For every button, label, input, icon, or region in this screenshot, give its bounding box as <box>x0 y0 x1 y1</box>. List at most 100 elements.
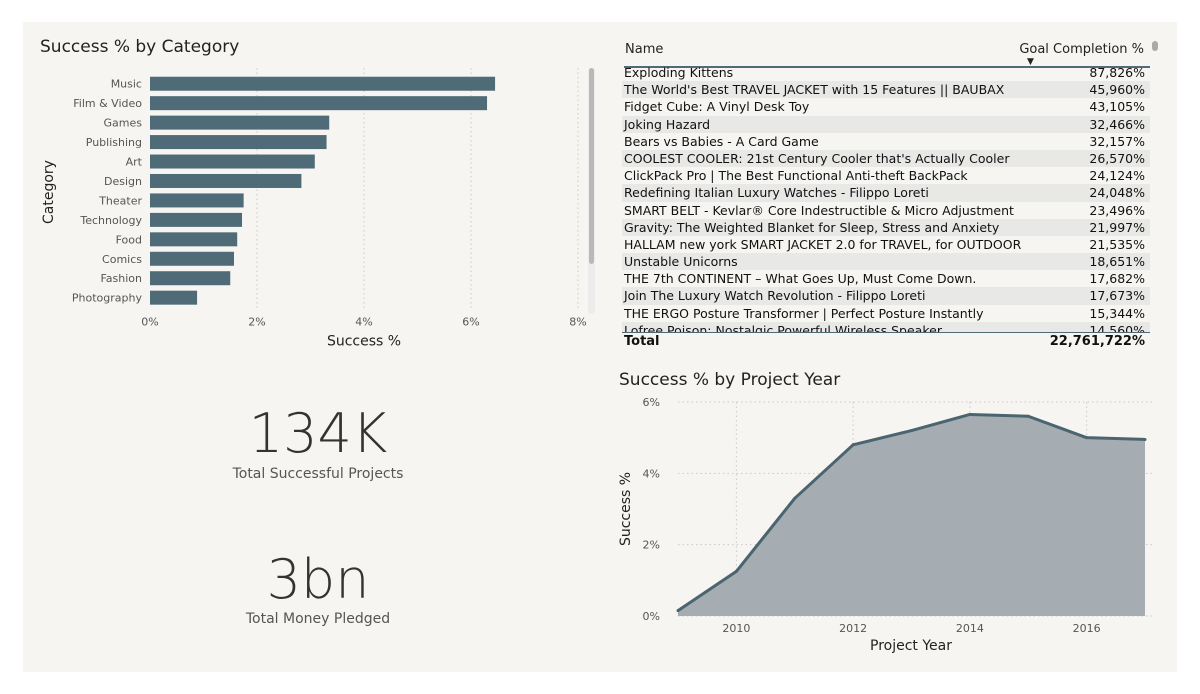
table-row[interactable]: ClickPack Pro | The Best Functional Anti… <box>622 167 1150 184</box>
kpi-successful-projects-label: Total Successful Projects <box>232 466 404 482</box>
y-tick-label: 2% <box>643 539 660 552</box>
x-tick-label: 2010 <box>722 622 750 635</box>
bar <box>150 96 488 111</box>
x-tick-label: 0% <box>141 315 158 328</box>
kpi-successful-projects-value: 134K <box>248 402 388 465</box>
bar <box>150 76 496 91</box>
cell-name: Joking Hazard <box>624 116 711 132</box>
bar <box>150 115 330 130</box>
table-row[interactable]: SMART BELT - Kevlar® Core Indestructible… <box>622 202 1150 219</box>
table-row[interactable]: HALLAM new york SMART JACKET 2.0 for TRA… <box>622 236 1150 253</box>
cell-goal-completion: 23,496% <box>1089 202 1145 218</box>
data-point <box>851 443 855 447</box>
cell-name: ClickPack Pro | The Best Functional Anti… <box>624 168 968 184</box>
cell-name: Unstable Unicorns <box>624 254 738 270</box>
cell-goal-completion: 18,651% <box>1089 254 1145 270</box>
y-tick-label: Games <box>104 117 143 130</box>
data-point <box>793 496 797 500</box>
cell-goal-completion: 21,535% <box>1089 236 1145 252</box>
cell-name: Redefining Italian Luxury Watches - Fili… <box>624 185 929 201</box>
y-tick-label: 6% <box>643 396 660 409</box>
area-fill <box>678 414 1145 616</box>
sort-descending-icon[interactable]: ▼ <box>1027 57 1034 67</box>
cell-name: THE 7th CONTINENT – What Goes Up, Must C… <box>624 271 977 287</box>
table-row[interactable]: COOLEST COOLER: 21st Century Cooler that… <box>622 149 1150 168</box>
column-header-name[interactable]: Name <box>625 42 664 57</box>
kpi-money-pledged-value: 3bn <box>266 548 370 611</box>
table-row[interactable]: The World's Best TRAVEL JACKET with 15 F… <box>622 81 1150 99</box>
cell-name: Bears vs Babies - A Card Game <box>624 133 819 149</box>
x-tick-label: 2012 <box>839 622 867 635</box>
table-row[interactable]: Unstable Unicorns 18,651% <box>622 253 1150 271</box>
table-row[interactable]: Redefining Italian Luxury Watches - Fili… <box>622 184 1150 202</box>
table-row[interactable]: Fidget Cube: A Vinyl Desk Toy 43,105% <box>622 98 1150 115</box>
data-point <box>968 412 972 416</box>
cell-name: Exploding Kittens <box>624 65 734 80</box>
bar <box>150 173 302 188</box>
cell-name: THE ERGO Posture Transformer | Perfect P… <box>624 305 984 321</box>
data-point <box>1085 436 1089 440</box>
table-row[interactable]: Joking Hazard 32,466% <box>622 115 1150 133</box>
y-tick-label: Music <box>111 78 142 91</box>
table-row[interactable]: Gravity: The Weighted Blanket for Sleep,… <box>622 218 1150 236</box>
y-tick-label: Technology <box>79 214 142 227</box>
cell-goal-completion: 32,466% <box>1089 116 1145 132</box>
data-point <box>910 429 913 433</box>
bar <box>150 135 327 150</box>
cell-name: HALLAM new york SMART JACKET 2.0 for TRA… <box>624 236 1022 252</box>
table-row[interactable]: Lofree Poison: Nostalgic Powerful Wirele… <box>622 321 1150 332</box>
bar <box>150 290 198 305</box>
cell-goal-completion: 43,105% <box>1089 99 1145 115</box>
x-axis-title: Project Year <box>870 638 952 654</box>
table-row[interactable]: Join The Luxury Watch Revolution - Filip… <box>622 287 1150 305</box>
y-tick-label: 4% <box>643 467 660 480</box>
x-tick-label: 2016 <box>1073 622 1101 635</box>
y-tick-label: Theater <box>98 194 142 207</box>
cell-name: COOLEST COOLER: 21st Century Cooler that… <box>624 150 1010 166</box>
cell-goal-completion: 21,997% <box>1089 219 1145 235</box>
bar <box>150 193 244 208</box>
y-tick-label: 0% <box>643 610 660 623</box>
y-axis-title: Category <box>41 160 57 224</box>
cell-goal-completion: 32,157% <box>1089 133 1145 149</box>
cell-goal-completion: 17,673% <box>1089 288 1145 304</box>
column-header-goal-completion[interactable]: Goal Completion % <box>1019 42 1144 57</box>
x-tick-label: 4% <box>355 315 372 328</box>
cell-name: Join The Luxury Watch Revolution - Filip… <box>624 288 926 304</box>
table-row[interactable]: Exploding Kittens 87,826% <box>622 64 1150 81</box>
y-tick-label: Art <box>126 156 143 169</box>
table-row[interactable]: Bears vs Babies - A Card Game 32,157% <box>622 133 1150 150</box>
data-point <box>1026 414 1030 418</box>
year-area-chart: 0% 2% 4% 6% 2010 2012 2014 2016 Project Year Succ… <box>618 396 1155 654</box>
cell-goal-completion: 24,124% <box>1089 168 1145 184</box>
x-tick-label: 8% <box>569 315 586 328</box>
total-label: Total <box>624 334 660 349</box>
cell-goal-completion: 26,570% <box>1089 150 1145 166</box>
bar <box>150 232 238 247</box>
cell-goal-completion: 17,682% <box>1089 271 1145 287</box>
cell-goal-completion: 15,344% <box>1089 305 1145 321</box>
bar <box>150 271 231 286</box>
table-scrollbar[interactable] <box>1152 41 1158 51</box>
cell-goal-completion: 14,560% <box>1089 322 1145 332</box>
table-body: Exploding Kittens 87,826% The World's Best… <box>622 64 1150 332</box>
cell-goal-completion: 24,048% <box>1089 185 1145 201</box>
bar-chart-title: Success % by Category <box>40 37 240 57</box>
bar <box>150 154 315 169</box>
y-tick-label: Film & Video <box>73 97 142 110</box>
x-tick-label: 2014 <box>956 622 984 635</box>
table-row[interactable]: THE ERGO Posture Transformer | Perfect P… <box>622 305 1150 322</box>
cell-name: Lofree Poison: Nostalgic Powerful Wirele… <box>624 322 942 332</box>
y-tick-label: Photography <box>72 292 143 305</box>
cell-name: The World's Best TRAVEL JACKET with 15 F… <box>624 82 1005 98</box>
kpi-money-pledged-label: Total Money Pledged <box>245 611 391 627</box>
table-total-row: Total 22,761,722% <box>622 332 1150 351</box>
cell-goal-completion: 45,960% <box>1089 82 1145 98</box>
y-tick-label: Publishing <box>86 136 142 149</box>
area-chart-title: Success % by Project Year <box>619 370 841 390</box>
cell-name: Gravity: The Weighted Blanket for Sleep,… <box>624 219 1000 235</box>
category-bar-chart: 0% 2% 4% 6% 8% Music Film & Video Games Publishi… <box>41 68 595 349</box>
scrollbar-thumb <box>589 68 594 264</box>
table-row[interactable]: THE 7th CONTINENT – What Goes Up, Must C… <box>622 270 1150 287</box>
data-point <box>676 609 680 613</box>
